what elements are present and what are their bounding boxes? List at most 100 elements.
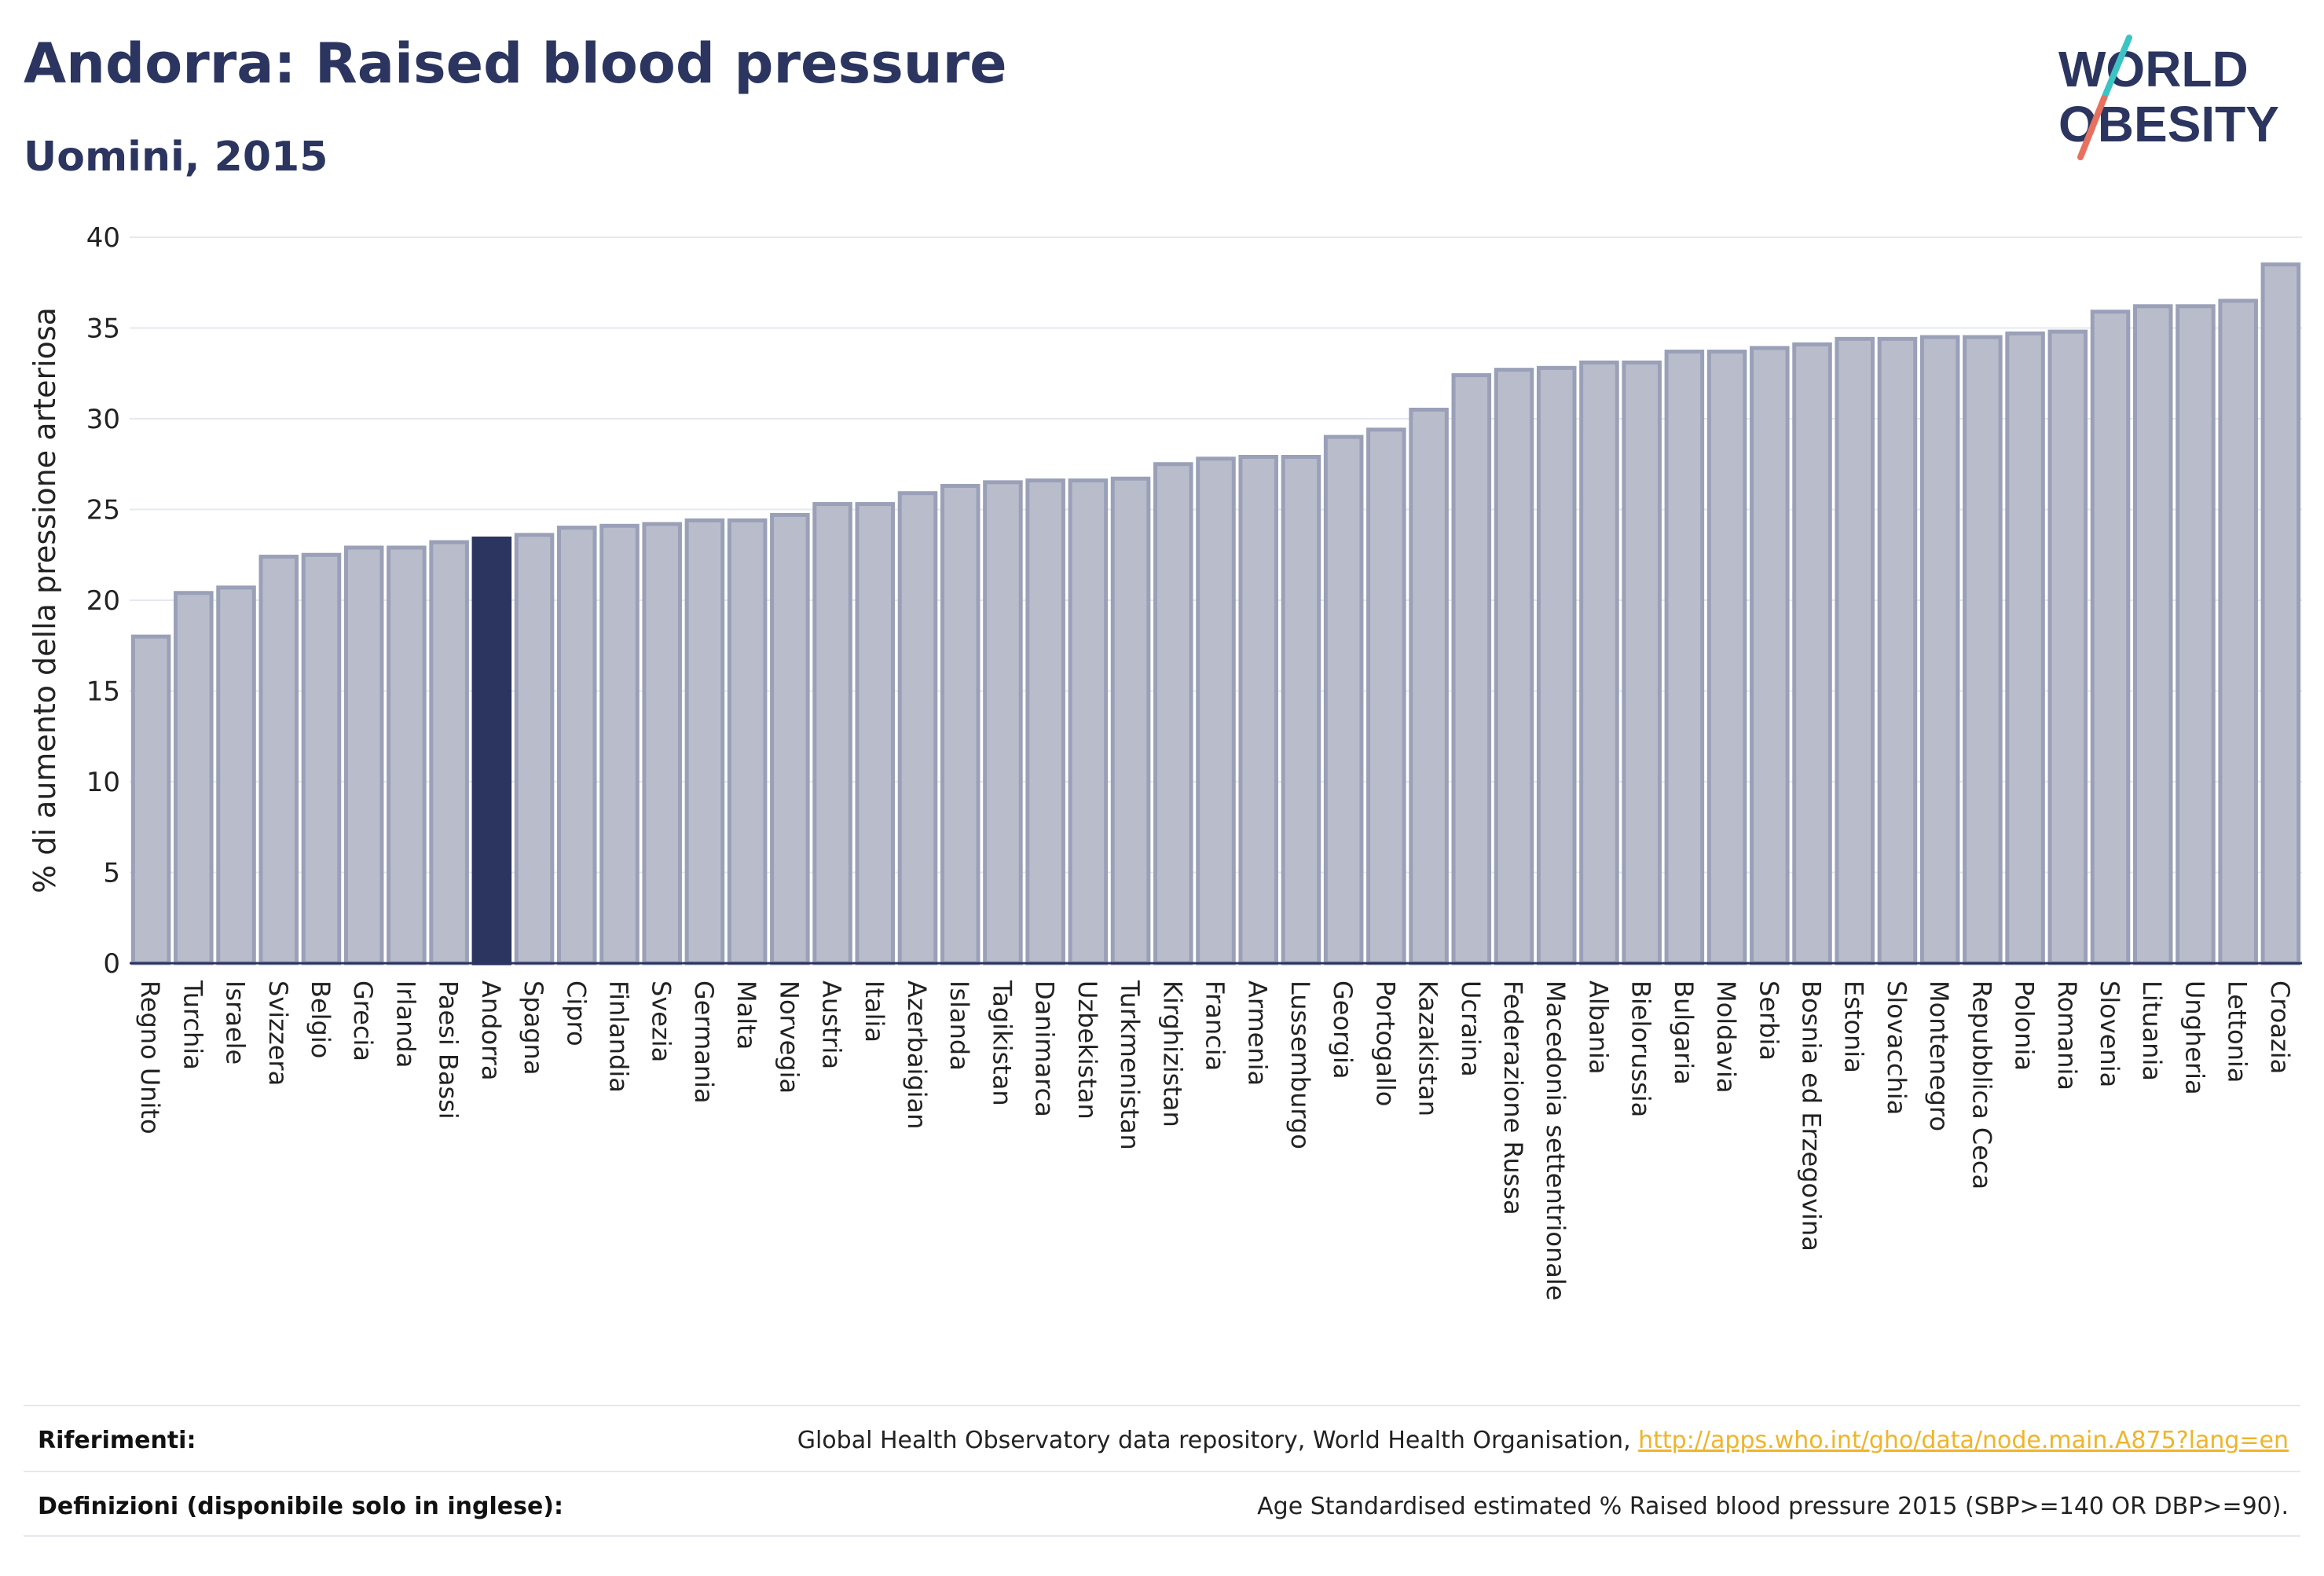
bar xyxy=(2005,331,2045,966)
x-tick-label: Norvegia xyxy=(774,980,804,1094)
x-tick-label: Paesi Bassi xyxy=(434,980,464,1120)
y-tick-label: 35 xyxy=(86,313,120,345)
logo-slash-coral xyxy=(2077,95,2107,160)
footer-divider-top xyxy=(24,1405,2300,1406)
bar xyxy=(684,518,725,966)
x-tick-label: Romania xyxy=(2052,980,2082,1090)
bar xyxy=(897,491,938,966)
bar xyxy=(642,522,682,966)
bar xyxy=(258,555,299,966)
y-tick-label: 15 xyxy=(86,676,120,708)
bar xyxy=(1963,335,2003,966)
bar xyxy=(1409,407,1449,966)
bar xyxy=(983,480,1023,966)
footer-divider-middle xyxy=(24,1471,2300,1472)
x-tick-label: Repubblica Ceca xyxy=(1967,980,1996,1189)
x-tick-label: Islanda xyxy=(944,980,974,1071)
bar xyxy=(1323,434,1364,966)
x-tick-label: Ucraina xyxy=(1456,980,1486,1077)
bar xyxy=(556,526,597,966)
x-tick-label: Finlandia xyxy=(603,980,633,1093)
bar xyxy=(1750,346,1790,966)
x-tick-label: Slovenia xyxy=(2095,980,2124,1087)
bar xyxy=(1579,360,1619,966)
x-tick-label: Bulgaria xyxy=(1669,980,1699,1085)
bar xyxy=(2260,262,2301,966)
x-tick-label: Andorra xyxy=(476,980,506,1080)
bar xyxy=(727,518,768,966)
bar xyxy=(2047,329,2088,966)
bar xyxy=(1068,478,1109,966)
x-tick-label: Bosnia ed Erzegovina xyxy=(1797,980,1827,1252)
bar xyxy=(1153,462,1193,966)
bar xyxy=(429,540,469,966)
x-tick-label: Bielorussia xyxy=(1626,980,1656,1117)
x-tick-label: Serbia xyxy=(1754,980,1783,1061)
x-tick-label: Israele xyxy=(221,980,251,1065)
bar-chart: 0 5 10 15 20 25 30 35 40 % di aumento della press… xyxy=(27,222,2302,1300)
world-obesity-logo: WORLD OBESITY xyxy=(2058,35,2279,160)
logo-slash-teal xyxy=(2101,35,2132,101)
bar xyxy=(1622,360,1662,966)
bar xyxy=(1451,373,1492,966)
x-tick-label: Slovacchia xyxy=(1882,980,1912,1115)
x-tick-label: Italia xyxy=(860,980,889,1043)
x-tick-label: Kirghizistan xyxy=(1157,980,1187,1127)
x-tick-label: Austria xyxy=(817,980,847,1069)
bar xyxy=(514,533,555,966)
references-label: Riferimenti: xyxy=(38,1427,196,1454)
definitions-label: Definizioni (disponibile solo in inglese… xyxy=(38,1493,563,1520)
x-tick-label: Turchia xyxy=(178,980,207,1070)
x-tick-label: Georgia xyxy=(1328,980,1358,1079)
bar xyxy=(1025,478,1065,966)
x-tick-label: Lituania xyxy=(2137,980,2167,1081)
x-tick-label: Turkmenistan xyxy=(1115,980,1145,1150)
footer-divider-bottom xyxy=(24,1535,2300,1537)
bar xyxy=(855,502,896,966)
y-tick-label: 40 xyxy=(86,222,120,254)
references-source: Global Health Observatory data repositor… xyxy=(797,1427,1639,1454)
bar xyxy=(1238,455,1278,966)
x-tick-label: Lussemburgo xyxy=(1285,980,1315,1149)
bar xyxy=(1281,455,1321,966)
x-tick-label: Grecia xyxy=(348,980,378,1061)
bar xyxy=(1664,350,1705,966)
bar xyxy=(216,585,256,966)
bar xyxy=(940,483,981,966)
bar xyxy=(1494,368,1534,966)
x-tick-label: Macedonia settentrionale xyxy=(1541,980,1571,1300)
x-tick-label: Spagna xyxy=(519,980,548,1075)
x-tick-label: Tagikistan xyxy=(987,980,1017,1106)
bar xyxy=(2090,310,2131,966)
x-tick-label: Francia xyxy=(1200,980,1230,1071)
bar xyxy=(343,545,384,966)
bar xyxy=(301,552,342,966)
x-tick-label: Cipro xyxy=(561,980,591,1046)
y-tick-label: 20 xyxy=(86,585,120,617)
y-tick-label: 5 xyxy=(103,858,120,889)
references-text: Global Health Observatory data repositor… xyxy=(797,1427,2289,1454)
bar xyxy=(1706,350,1747,966)
logo-line-1: WORLD xyxy=(2058,41,2249,97)
x-tick-label: Portogallo xyxy=(1370,980,1400,1106)
bar xyxy=(2176,304,2216,966)
bar xyxy=(1536,365,1577,966)
x-tick-label: Belgio xyxy=(306,980,335,1058)
x-tick-label: Moldavia xyxy=(1711,980,1741,1093)
bar xyxy=(1110,476,1151,966)
y-tick-label: 30 xyxy=(86,404,120,435)
x-tick-label: Azerbaigian xyxy=(902,980,932,1129)
x-tick-label: Danimarca xyxy=(1030,980,1060,1117)
x-tick-label: Croazia xyxy=(2265,980,2295,1074)
y-tick-label: 0 xyxy=(103,948,120,980)
x-tick-label: Polonia xyxy=(2010,980,2040,1071)
references-link[interactable]: http://apps.who.int/gho/data/node.main.A… xyxy=(1638,1427,2289,1454)
bar xyxy=(1877,336,1918,966)
bar xyxy=(387,545,427,966)
x-tick-label: Svizzera xyxy=(263,980,293,1086)
y-axis-label: % di aumento della pressione arteriosa xyxy=(27,307,62,893)
bar xyxy=(130,634,171,966)
bar xyxy=(1835,336,1875,966)
bar xyxy=(2132,304,2173,966)
bar xyxy=(1919,335,1960,966)
